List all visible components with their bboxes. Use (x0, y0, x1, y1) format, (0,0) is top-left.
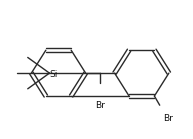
Text: Br: Br (95, 101, 105, 110)
Text: Si: Si (49, 70, 57, 79)
Text: Br: Br (163, 114, 173, 123)
